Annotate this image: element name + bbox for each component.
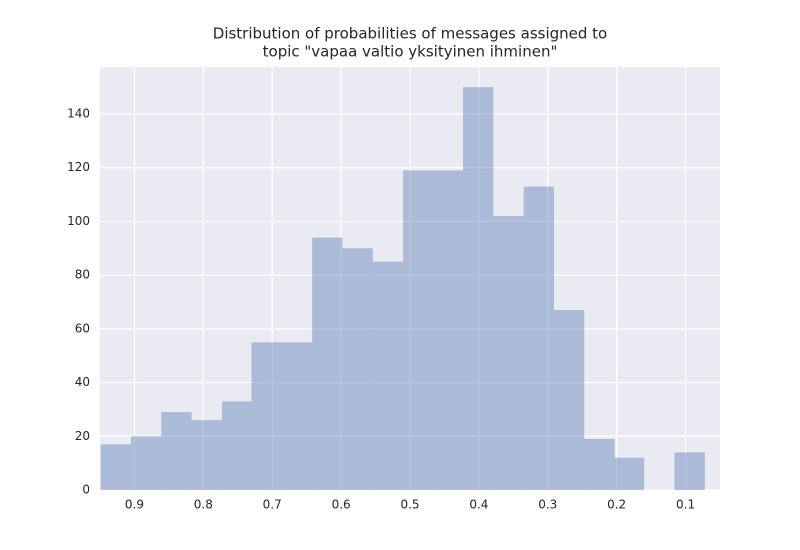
- y-tick-label: 20: [75, 429, 90, 443]
- x-tick-label: 0.5: [400, 498, 419, 512]
- bar: [191, 420, 222, 490]
- bar: [131, 436, 162, 490]
- x-tick-label: 0.2: [607, 498, 626, 512]
- bar: [584, 438, 615, 490]
- y-tick-label: 120: [67, 160, 90, 174]
- chart-title: topic "vapaa valtio yksityinen ihminen": [263, 43, 558, 61]
- bar: [100, 444, 131, 490]
- bar: [251, 342, 282, 490]
- bar: [221, 401, 252, 490]
- bar: [493, 216, 524, 491]
- bar: [161, 412, 192, 490]
- bar: [614, 457, 645, 490]
- bar: [281, 342, 313, 490]
- y-tick-label: 40: [75, 375, 90, 389]
- x-tick-label: 0.3: [538, 498, 557, 512]
- y-tick-label: 140: [67, 107, 90, 121]
- bar: [674, 452, 705, 490]
- bar: [312, 237, 343, 490]
- bar: [463, 87, 494, 491]
- x-tick-label: 0.6: [332, 498, 351, 512]
- x-tick-label: 0.1: [676, 498, 695, 512]
- y-tick-label: 80: [75, 268, 90, 282]
- bar: [553, 310, 585, 490]
- bar: [403, 170, 434, 490]
- bar: [342, 248, 373, 490]
- x-tick-label: 0.8: [194, 498, 213, 512]
- y-tick-label: 0: [82, 483, 90, 497]
- bar: [433, 170, 464, 490]
- x-tick-label: 0.9: [125, 498, 144, 512]
- chart-title: Distribution of probabilities of message…: [213, 25, 607, 43]
- x-tick-label: 0.4: [469, 498, 488, 512]
- y-tick-label: 100: [67, 214, 90, 228]
- x-tick-label: 0.7: [263, 498, 282, 512]
- y-tick-label: 60: [75, 321, 90, 335]
- bar: [523, 186, 554, 490]
- bar: [372, 261, 404, 490]
